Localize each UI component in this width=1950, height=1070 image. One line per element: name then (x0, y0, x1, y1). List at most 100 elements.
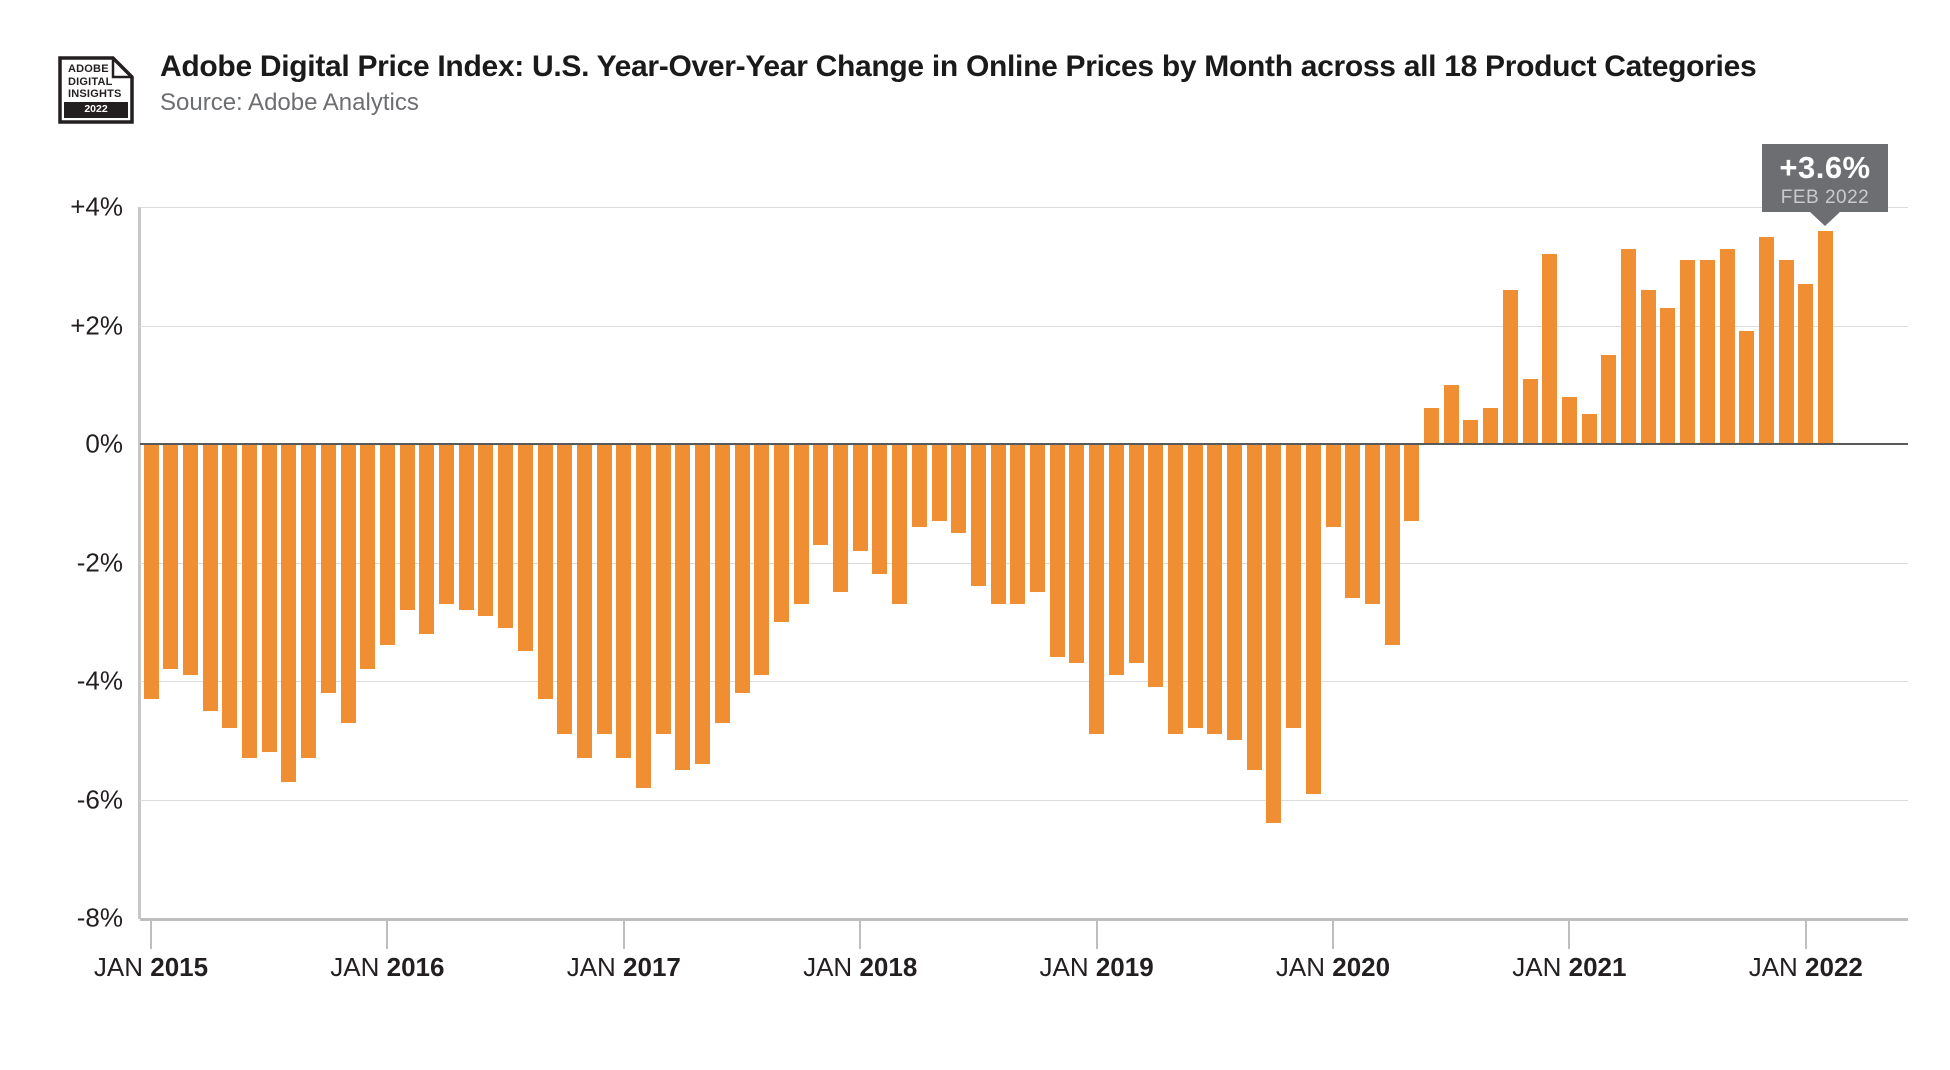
logo-line-1: ADOBE (68, 63, 109, 75)
bar-sep-2019 (1246, 444, 1262, 770)
x-label-year: 2020 (1332, 952, 1391, 982)
x-label-year: 2016 (386, 952, 445, 982)
x-axis-label: JAN 2020 (1276, 952, 1390, 983)
bar-oct-2021 (1739, 331, 1755, 444)
y-axis-label: -4% (76, 665, 123, 696)
x-label-month: JAN (1275, 952, 1333, 982)
bar-apr-2017 (675, 444, 691, 770)
bar-may-2019 (1167, 444, 1183, 735)
gridline (140, 681, 1908, 682)
latest-value-callout: +3.6% FEB 2022 (1762, 144, 1888, 212)
x-axis-label: JAN 2021 (1512, 952, 1626, 983)
x-axis-tick (1332, 919, 1334, 949)
bar-jul-2020 (1443, 384, 1459, 445)
bar-feb-2020 (1345, 444, 1361, 599)
bar-dec-2021 (1778, 260, 1794, 444)
bar-oct-2019 (1266, 444, 1282, 824)
bar-sep-2016 (537, 444, 553, 699)
y-axis-label: -6% (76, 784, 123, 814)
bar-jan-2021 (1561, 396, 1577, 444)
bar-apr-2018 (911, 444, 927, 527)
bar-aug-2021 (1699, 260, 1715, 444)
y-axis-label: -2% (76, 547, 123, 577)
bar-feb-2021 (1581, 414, 1597, 444)
bar-dec-2016 (596, 444, 612, 735)
bar-mar-2016 (419, 444, 435, 634)
x-label-year: 2021 (1568, 952, 1627, 982)
bar-nov-2019 (1286, 444, 1302, 729)
callout-arrow-icon (1809, 211, 1841, 226)
bar-feb-2015 (163, 444, 179, 670)
x-axis-label: JAN 2015 (94, 952, 208, 983)
bar-jan-2022 (1798, 284, 1814, 444)
x-label-year: 2015 (150, 952, 209, 982)
bar-nov-2020 (1522, 378, 1538, 444)
bar-aug-2018 (990, 444, 1006, 604)
bar-jul-2016 (498, 444, 514, 628)
x-label-month: JAN (1039, 952, 1096, 982)
bar-oct-2020 (1502, 289, 1518, 444)
bar-oct-2016 (557, 444, 573, 735)
x-axis-tick (622, 919, 625, 949)
bar-jul-2018 (970, 444, 986, 587)
bar-apr-2015 (202, 444, 218, 711)
bar-nov-2018 (1049, 444, 1065, 658)
x-label-year: 2022 (1805, 952, 1863, 982)
bar-sep-2015 (301, 444, 317, 758)
bar-jul-2015 (261, 444, 277, 753)
bar-may-2016 (458, 444, 474, 610)
x-label-month: JAN (1512, 952, 1569, 982)
document-fold-icon (58, 56, 134, 124)
bar-feb-2016 (399, 444, 415, 610)
bar-oct-2018 (1030, 444, 1045, 593)
bar-nov-2021 (1758, 236, 1774, 444)
bar-jul-2019 (1207, 444, 1223, 735)
bar-mar-2019 (1128, 444, 1144, 664)
bar-apr-2016 (439, 444, 454, 604)
bar-mar-2021 (1601, 355, 1617, 444)
y-axis-label: 0% (85, 428, 123, 459)
bar-jun-2017 (714, 444, 730, 723)
bar-may-2015 (222, 444, 238, 729)
x-axis-label: JAN 2019 (1040, 952, 1154, 983)
bar-nov-2017 (813, 444, 829, 545)
logo-line-2: DIGITAL (68, 75, 113, 88)
bar-dec-2017 (833, 444, 848, 593)
bar-feb-2022 (1818, 230, 1833, 444)
bar-aug-2015 (281, 444, 297, 782)
callout-label: FEB 2022 (1780, 187, 1870, 208)
y-axis-label: -8% (76, 902, 123, 933)
bar-sep-2021 (1719, 248, 1735, 444)
bar-feb-2017 (636, 444, 651, 788)
bar-jul-2017 (734, 444, 750, 693)
bar-jan-2018 (852, 444, 868, 551)
gridline (140, 325, 1908, 327)
bar-dec-2015 (360, 444, 376, 670)
x-axis-tick (386, 919, 389, 949)
bar-aug-2016 (517, 444, 533, 652)
bar-jan-2017 (616, 444, 632, 758)
bar-feb-2018 (872, 444, 888, 575)
bar-mar-2018 (892, 444, 908, 604)
x-axis-label: JAN 2018 (803, 952, 917, 983)
x-axis-label: JAN 2017 (567, 952, 681, 983)
gridline (140, 918, 1908, 921)
bar-dec-2020 (1542, 254, 1558, 444)
bar-sep-2017 (773, 444, 789, 622)
x-label-month: JAN (566, 952, 624, 982)
bar-jun-2016 (478, 444, 494, 616)
bar-feb-2019 (1108, 444, 1124, 676)
bar-aug-2017 (754, 444, 770, 676)
bar-jun-2021 (1660, 307, 1676, 444)
bar-oct-2017 (793, 444, 809, 604)
x-axis-tick (150, 919, 152, 949)
x-label-year: 2019 (1095, 952, 1154, 982)
header: Adobe Digital Price Index: U.S. Year-Ove… (160, 50, 1920, 117)
bar-apr-2020 (1384, 444, 1400, 646)
x-axis-tick (1804, 919, 1807, 949)
bar-dec-2019 (1305, 444, 1321, 794)
bar-may-2018 (931, 444, 947, 521)
x-label-month: JAN (1748, 952, 1806, 982)
